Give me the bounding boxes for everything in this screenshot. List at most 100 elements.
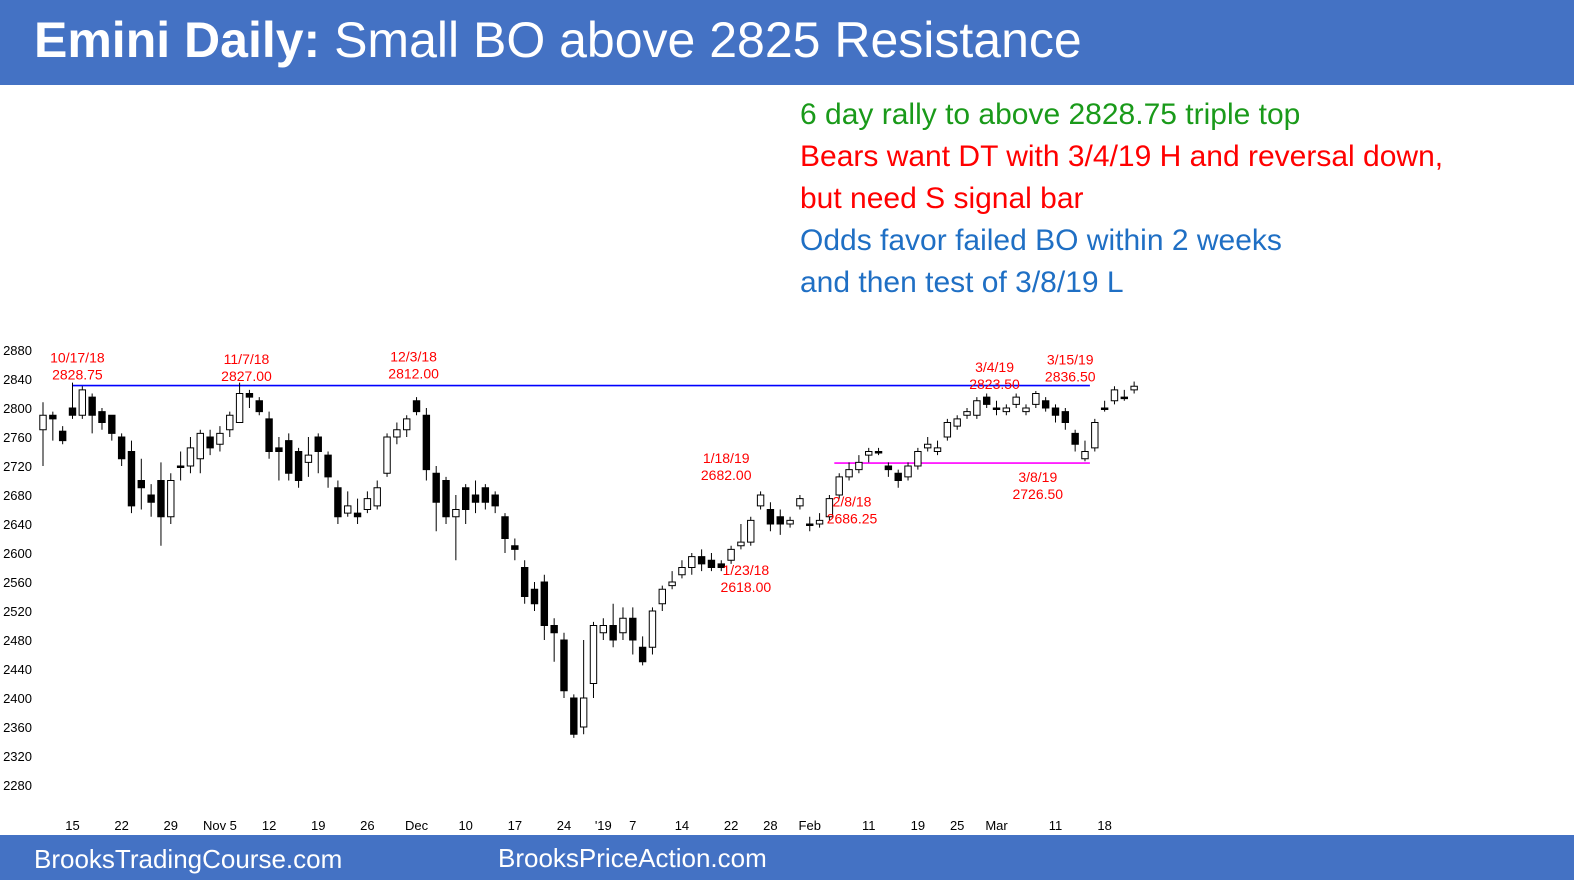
candle-body xyxy=(442,480,450,518)
candle-body xyxy=(953,418,961,427)
level-lines xyxy=(72,384,1090,464)
candle xyxy=(491,491,499,514)
y-tick-label: 2800 xyxy=(3,401,32,416)
y-tick-label: 2560 xyxy=(3,575,32,590)
candle-body xyxy=(904,465,912,478)
candle xyxy=(914,447,922,470)
candle-body xyxy=(933,447,942,452)
candle xyxy=(815,513,824,528)
candle-body xyxy=(147,494,155,503)
annotation-line: 11/7/18 xyxy=(224,351,270,367)
candle-body xyxy=(255,400,263,413)
y-tick-label: 2760 xyxy=(3,430,32,445)
candle xyxy=(167,473,175,524)
candle xyxy=(609,603,617,648)
candle-body xyxy=(461,487,470,510)
note-line-3: but need S signal bar xyxy=(800,182,1084,215)
candle xyxy=(176,451,185,481)
candle xyxy=(1091,418,1099,452)
candle-body xyxy=(353,512,362,518)
candle-body xyxy=(206,436,214,449)
candle-body xyxy=(68,407,77,416)
annotation-line: 2726.50 xyxy=(1012,486,1063,502)
price-annotation: 3/4/19 2823.50 xyxy=(969,359,1020,392)
candle-body xyxy=(973,400,981,416)
candle-body xyxy=(629,617,637,641)
candle xyxy=(845,462,853,481)
x-tick-label: 18 xyxy=(1097,818,1111,833)
candle-body xyxy=(49,414,57,420)
annotation-line: 3/4/19 xyxy=(975,359,1014,375)
candle xyxy=(1120,389,1128,401)
candle-body xyxy=(1032,393,1040,405)
annotation-line: 3/8/19 xyxy=(1018,469,1057,485)
candle xyxy=(245,389,254,408)
candle xyxy=(186,437,195,474)
annotation-line: 2823.50 xyxy=(969,376,1020,392)
annotation-line: 1/23/18 xyxy=(722,562,769,578)
candle xyxy=(717,560,725,572)
candle xyxy=(206,429,214,456)
candle-body xyxy=(599,625,608,634)
candle xyxy=(117,433,126,466)
y-tick-label: 2880 xyxy=(3,343,32,358)
x-tick-label: 24 xyxy=(557,818,571,833)
annotation-line: 2828.75 xyxy=(52,366,103,382)
candle xyxy=(1100,400,1109,412)
candle xyxy=(865,447,873,463)
candle xyxy=(756,491,765,510)
candle-body xyxy=(265,418,273,452)
candle-body xyxy=(815,519,824,525)
candle xyxy=(39,402,47,466)
candle-body xyxy=(609,625,617,641)
candle xyxy=(766,502,775,532)
x-tick-label: 19 xyxy=(911,818,925,833)
candle-body xyxy=(648,610,657,648)
candle xyxy=(678,560,686,579)
candle-body xyxy=(403,418,411,431)
candle xyxy=(78,386,87,419)
candle xyxy=(422,408,431,481)
price-annotation: 12/3/18 2812.00 xyxy=(388,349,439,382)
candle xyxy=(1051,404,1060,423)
candle-body xyxy=(1041,400,1050,409)
candle xyxy=(49,411,57,441)
candle-body xyxy=(943,422,952,438)
candle xyxy=(697,549,706,572)
candle xyxy=(953,415,961,430)
candle-body xyxy=(452,509,460,518)
candle-body xyxy=(157,480,165,518)
candle xyxy=(992,400,1001,416)
candle-body xyxy=(756,494,765,507)
candle xyxy=(304,437,313,477)
x-tick-label: '19 xyxy=(595,818,612,833)
annotation-line: 3/15/19 xyxy=(1047,352,1094,368)
candle xyxy=(924,437,932,452)
candle xyxy=(393,422,401,445)
candle xyxy=(1130,381,1138,394)
x-tick-label: 25 xyxy=(950,818,964,833)
candle-body xyxy=(78,389,87,416)
x-tick-label: Nov 5 xyxy=(203,818,237,833)
x-tick-label: 11 xyxy=(1049,818,1063,833)
footer-site-right: BrooksPriceAction.com xyxy=(498,843,767,873)
candle-body xyxy=(924,443,932,449)
candle-body xyxy=(314,436,322,452)
candle-body xyxy=(658,588,666,605)
candle xyxy=(629,607,637,655)
candle xyxy=(835,473,843,499)
candle-body xyxy=(58,430,67,442)
candle xyxy=(58,426,67,445)
candle-body xyxy=(796,498,804,507)
candle-body xyxy=(520,567,529,597)
candle-body xyxy=(1051,407,1060,416)
candle xyxy=(461,484,470,524)
candle xyxy=(638,636,647,666)
y-tick-label: 2400 xyxy=(3,691,32,706)
candle-body xyxy=(363,498,372,510)
candle-body xyxy=(855,461,863,471)
candle xyxy=(825,495,834,521)
candle-body xyxy=(1022,407,1030,413)
candle-body xyxy=(776,516,784,525)
candle-body xyxy=(570,697,578,735)
